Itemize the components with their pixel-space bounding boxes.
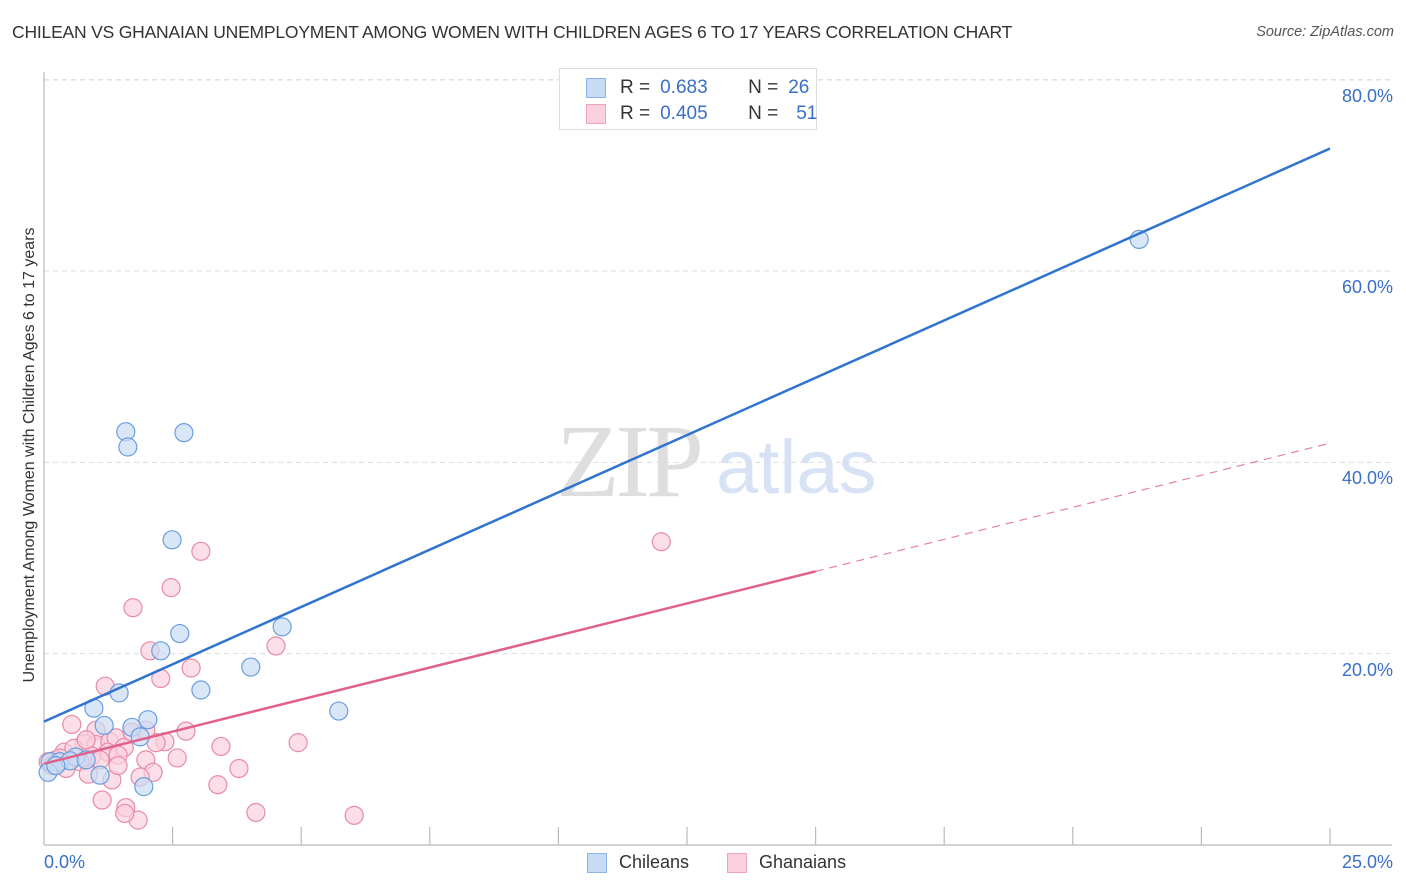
data-point xyxy=(191,541,211,561)
legend-row-ghanaians: R = 0.405 N = 51 xyxy=(586,103,817,125)
legend-label: Ghanaians xyxy=(759,852,847,872)
data-point xyxy=(115,803,135,824)
y-tick-80: 80.0% xyxy=(1341,86,1393,106)
data-point xyxy=(123,598,143,618)
legend-row-chileans: R = 0.683 N = 26 xyxy=(586,77,809,99)
data-point xyxy=(266,636,286,656)
legend-item-chileans: Chileans xyxy=(587,852,689,873)
data-point xyxy=(138,710,158,730)
data-point xyxy=(170,623,190,644)
chileans-swatch-icon xyxy=(587,852,607,873)
data-point xyxy=(62,714,82,735)
chart-title: CHILEAN VS GHANAIAN UNEMPLOYMENT AMONG W… xyxy=(12,22,1013,42)
data-point xyxy=(288,733,308,753)
data-point xyxy=(162,530,182,550)
source-label: Source: ZipAtlas.com xyxy=(1256,24,1394,40)
y-tick-20: 20.0% xyxy=(1341,660,1393,680)
data-point xyxy=(167,748,187,768)
r-value: 0.405 xyxy=(660,103,708,124)
chileans-trend-line xyxy=(43,147,1331,723)
legend-item-ghanaians: Ghanaians xyxy=(727,852,846,873)
axes xyxy=(43,72,1392,846)
data-point xyxy=(90,765,110,785)
data-point xyxy=(92,790,112,810)
chileans-points xyxy=(38,229,1149,797)
data-point xyxy=(246,802,266,823)
ghanaians-swatch-icon xyxy=(727,852,747,873)
data-point xyxy=(108,755,128,776)
data-point xyxy=(229,758,249,779)
data-point xyxy=(118,437,138,457)
data-point xyxy=(208,775,228,795)
data-point xyxy=(329,701,349,721)
data-point xyxy=(344,805,364,825)
r-value: 0.683 xyxy=(660,77,708,98)
x-tick-min: 0.0% xyxy=(44,852,86,872)
n-label: N = xyxy=(748,103,779,124)
chileans-swatch-icon xyxy=(586,78,606,98)
data-point xyxy=(174,423,194,443)
n-label: N = xyxy=(748,77,779,98)
y-tick-40: 40.0% xyxy=(1341,468,1393,488)
r-label: R = xyxy=(620,77,651,98)
data-point xyxy=(241,657,261,677)
data-point xyxy=(181,658,201,678)
y-axis-label: Unemployment Among Women with Children A… xyxy=(21,227,38,683)
n-value: 51 xyxy=(796,103,818,124)
data-point xyxy=(134,777,154,797)
x-tick-max: 25.0% xyxy=(1341,852,1393,872)
legend-label: Chileans xyxy=(619,852,690,872)
watermark-atlas: atlas xyxy=(716,425,877,510)
data-point xyxy=(651,532,671,552)
trend-lines xyxy=(43,147,1331,765)
n-value: 26 xyxy=(788,77,810,98)
data-point xyxy=(211,736,231,757)
y-tick-60: 60.0% xyxy=(1341,277,1393,297)
data-point xyxy=(272,617,292,637)
ghanaians-trend-line xyxy=(43,570,816,765)
ghanaians-trend-extension xyxy=(815,442,1331,572)
data-point xyxy=(191,680,211,700)
data-point xyxy=(76,730,96,750)
data-point xyxy=(94,715,114,736)
correlation-legend: R = 0.683 N = 26 R = 0.405 N = 51 xyxy=(559,68,817,130)
data-point xyxy=(151,641,171,661)
r-label: R = xyxy=(620,103,651,124)
ghanaians-swatch-icon xyxy=(586,104,606,124)
gridlines xyxy=(44,79,1392,655)
data-point xyxy=(161,578,181,598)
